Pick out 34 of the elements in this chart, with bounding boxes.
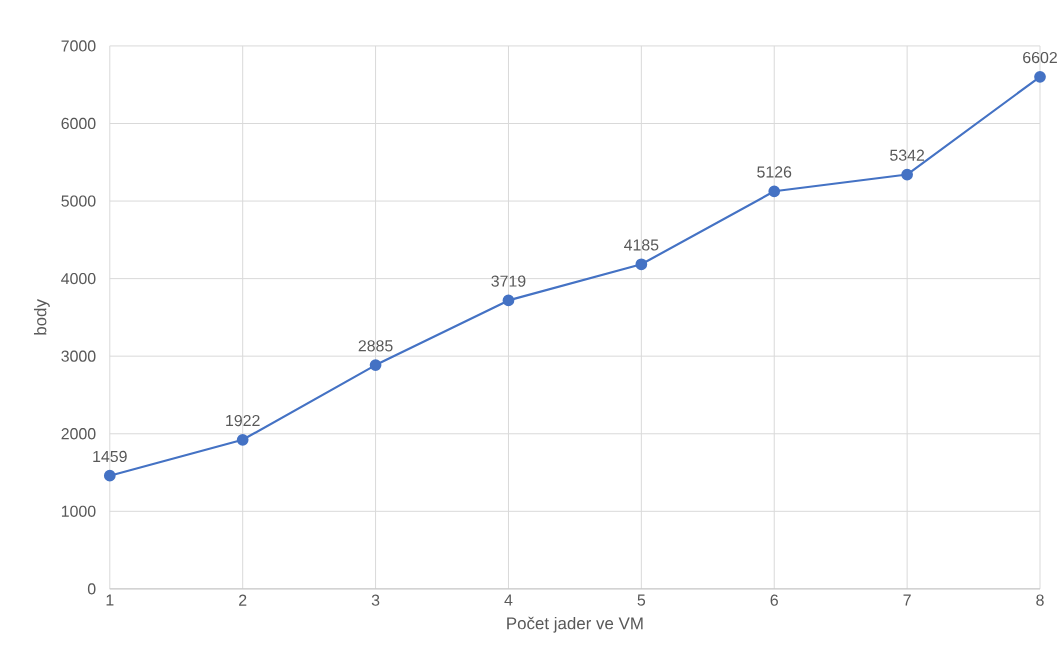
point: [103, 469, 116, 482]
point: [369, 359, 382, 372]
x-tick-label: 5: [637, 594, 646, 606]
x-tick-label: 6: [770, 594, 778, 606]
data-label: 5342: [890, 149, 925, 161]
y-tick-label: 7000: [61, 40, 96, 52]
point: [1034, 71, 1046, 83]
point: [236, 434, 249, 446]
data-label: 4185: [624, 239, 659, 251]
x-tick-label: 8: [1036, 594, 1044, 606]
data-label: 5126: [757, 166, 792, 178]
y-tick-label: 4000: [61, 273, 96, 285]
x-tick-label: 4: [504, 594, 513, 606]
x-tick-label: 1: [106, 594, 114, 606]
y-axis-title: body: [33, 299, 50, 335]
x-tick-label: 2: [239, 594, 247, 606]
data-label: 3719: [491, 275, 526, 287]
x-tick-label: 3: [371, 594, 380, 606]
point: [502, 294, 515, 307]
point: [901, 168, 913, 181]
y-tick-label: 5000: [61, 195, 96, 207]
x-tick-label: 7: [903, 594, 911, 606]
x-axis-title: Počet jader ve VM: [507, 616, 643, 633]
y-tick-label: 2000: [61, 428, 96, 440]
y-tick-label: 0: [87, 583, 96, 595]
data-label: 2885: [358, 340, 393, 352]
y-tick-label: 3000: [61, 350, 96, 362]
data-label: 6602: [1023, 52, 1057, 64]
data-label: 1922: [226, 415, 260, 427]
data-label: 1459: [93, 450, 127, 463]
y-tick-label: 6000: [61, 117, 96, 130]
point: [635, 258, 648, 271]
y-tick-label: 1000: [61, 505, 96, 518]
point: [768, 185, 781, 198]
